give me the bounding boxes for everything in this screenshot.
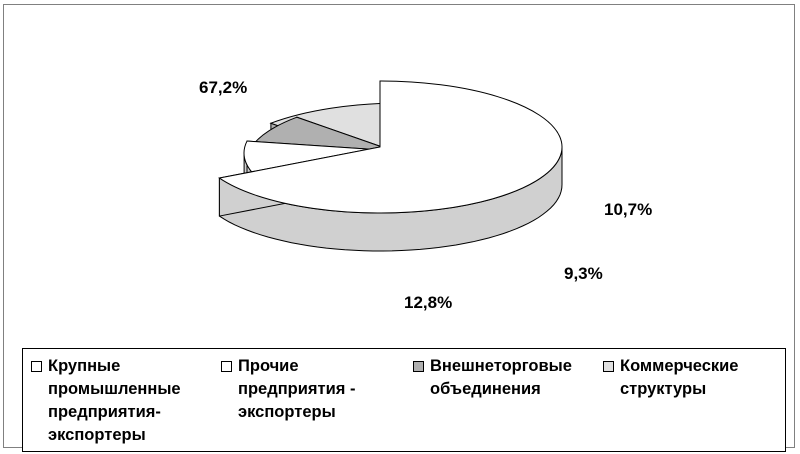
legend-item-foreign-trade: Внешнеторговые объединения bbox=[413, 355, 572, 401]
legend-label-other-enterprises: Прочие предприятия - экспортеры bbox=[238, 357, 356, 421]
pie-chart: 67,2% 10,7% 9,3% 12,8% bbox=[199, 78, 652, 312]
legend-swatch-commercial bbox=[603, 361, 614, 372]
legend-swatch-foreign-trade bbox=[413, 361, 424, 372]
pie-slice-large-enterprises bbox=[218, 80, 563, 252]
legend-label-foreign-trade: Внешнеторговые объединения bbox=[430, 357, 572, 398]
pie-top-large-enterprises bbox=[218, 80, 563, 214]
pct-label-foreign-trade: 9,3% bbox=[564, 264, 603, 283]
pct-label-other-enterprises: 10,7% bbox=[604, 200, 652, 219]
legend: Крупные промышленные предприятия- экспор… bbox=[22, 348, 786, 452]
legend-item-commercial: Коммерческие структуры bbox=[603, 355, 738, 401]
legend-swatch-other-enterprises bbox=[221, 361, 232, 372]
legend-item-other-enterprises: Прочие предприятия - экспортеры bbox=[221, 355, 355, 424]
legend-swatch-large-enterprises bbox=[31, 361, 42, 372]
pct-label-commercial: 12,8% bbox=[404, 293, 452, 312]
legend-label-commercial: Коммерческие структуры bbox=[620, 357, 739, 398]
chart-frame: 67,2% 10,7% 9,3% 12,8% Крупные промышленные… bbox=[3, 4, 795, 452]
pct-label-large-enterprises: 67,2% bbox=[199, 78, 247, 97]
legend-label-large-enterprises: Крупные промышленные предприятия- экспор… bbox=[48, 357, 181, 444]
legend-item-large-enterprises: Крупные промышленные предприятия- экспор… bbox=[31, 355, 181, 447]
